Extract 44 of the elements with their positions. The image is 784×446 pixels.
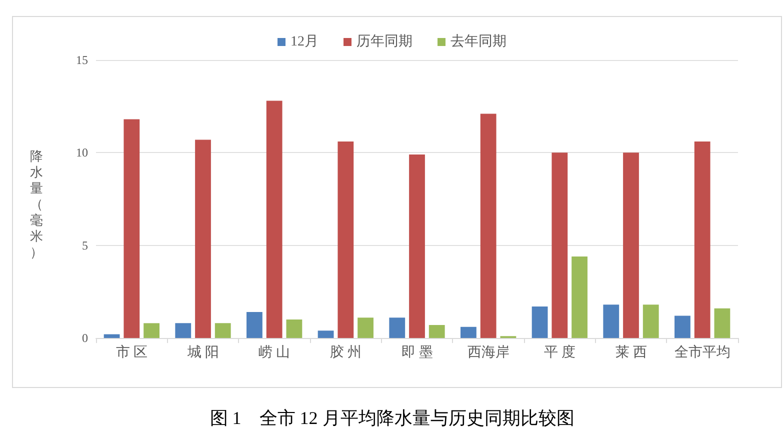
x-tick-label: 即 墨 xyxy=(401,344,433,360)
bar xyxy=(175,323,192,338)
bar xyxy=(674,316,690,338)
y-tick-label: 5 xyxy=(82,238,88,252)
bar xyxy=(603,304,620,338)
bar xyxy=(318,330,334,338)
y-tick-label: 10 xyxy=(76,146,88,160)
y-tick-label: 15 xyxy=(76,53,88,67)
bar xyxy=(694,142,710,338)
legend-label: 去年同期 xyxy=(450,34,506,50)
x-tick-label: 平 度 xyxy=(544,344,576,360)
x-tick-label: 胶 州 xyxy=(330,344,362,360)
bar xyxy=(104,334,120,338)
bar xyxy=(460,326,476,338)
bar xyxy=(409,154,425,338)
x-tick-label: 西海岸 xyxy=(467,344,510,360)
y-tick-label: 0 xyxy=(82,331,88,345)
bar xyxy=(195,140,211,338)
bar xyxy=(286,319,302,338)
bar xyxy=(358,318,374,338)
bar xyxy=(532,306,548,338)
bar xyxy=(266,100,282,338)
bar xyxy=(214,323,231,338)
bar xyxy=(552,152,568,338)
bar xyxy=(714,308,730,338)
bar xyxy=(124,119,140,338)
x-tick-label: 莱 西 xyxy=(615,344,647,360)
bar xyxy=(389,318,406,338)
bar xyxy=(144,323,160,338)
x-tick-label: 市 区 xyxy=(116,344,148,360)
legend-label: 历年同期 xyxy=(356,34,412,50)
x-tick-label: 崂 山 xyxy=(258,344,290,360)
legend-label: 12月 xyxy=(290,34,318,50)
x-tick-label: 城 阳 xyxy=(186,344,219,360)
bar xyxy=(642,304,659,338)
bar xyxy=(480,114,496,338)
bar xyxy=(572,256,588,338)
bar xyxy=(428,325,445,338)
x-tick-label: 全市平均 xyxy=(674,344,730,360)
bar xyxy=(246,312,262,338)
bar xyxy=(623,152,639,338)
text: 图 1 全市 12 月平均降水量与历史同期比较图 xyxy=(210,408,574,428)
bar xyxy=(338,142,354,338)
y-axis-title: 降水量（毫米） xyxy=(30,148,43,260)
